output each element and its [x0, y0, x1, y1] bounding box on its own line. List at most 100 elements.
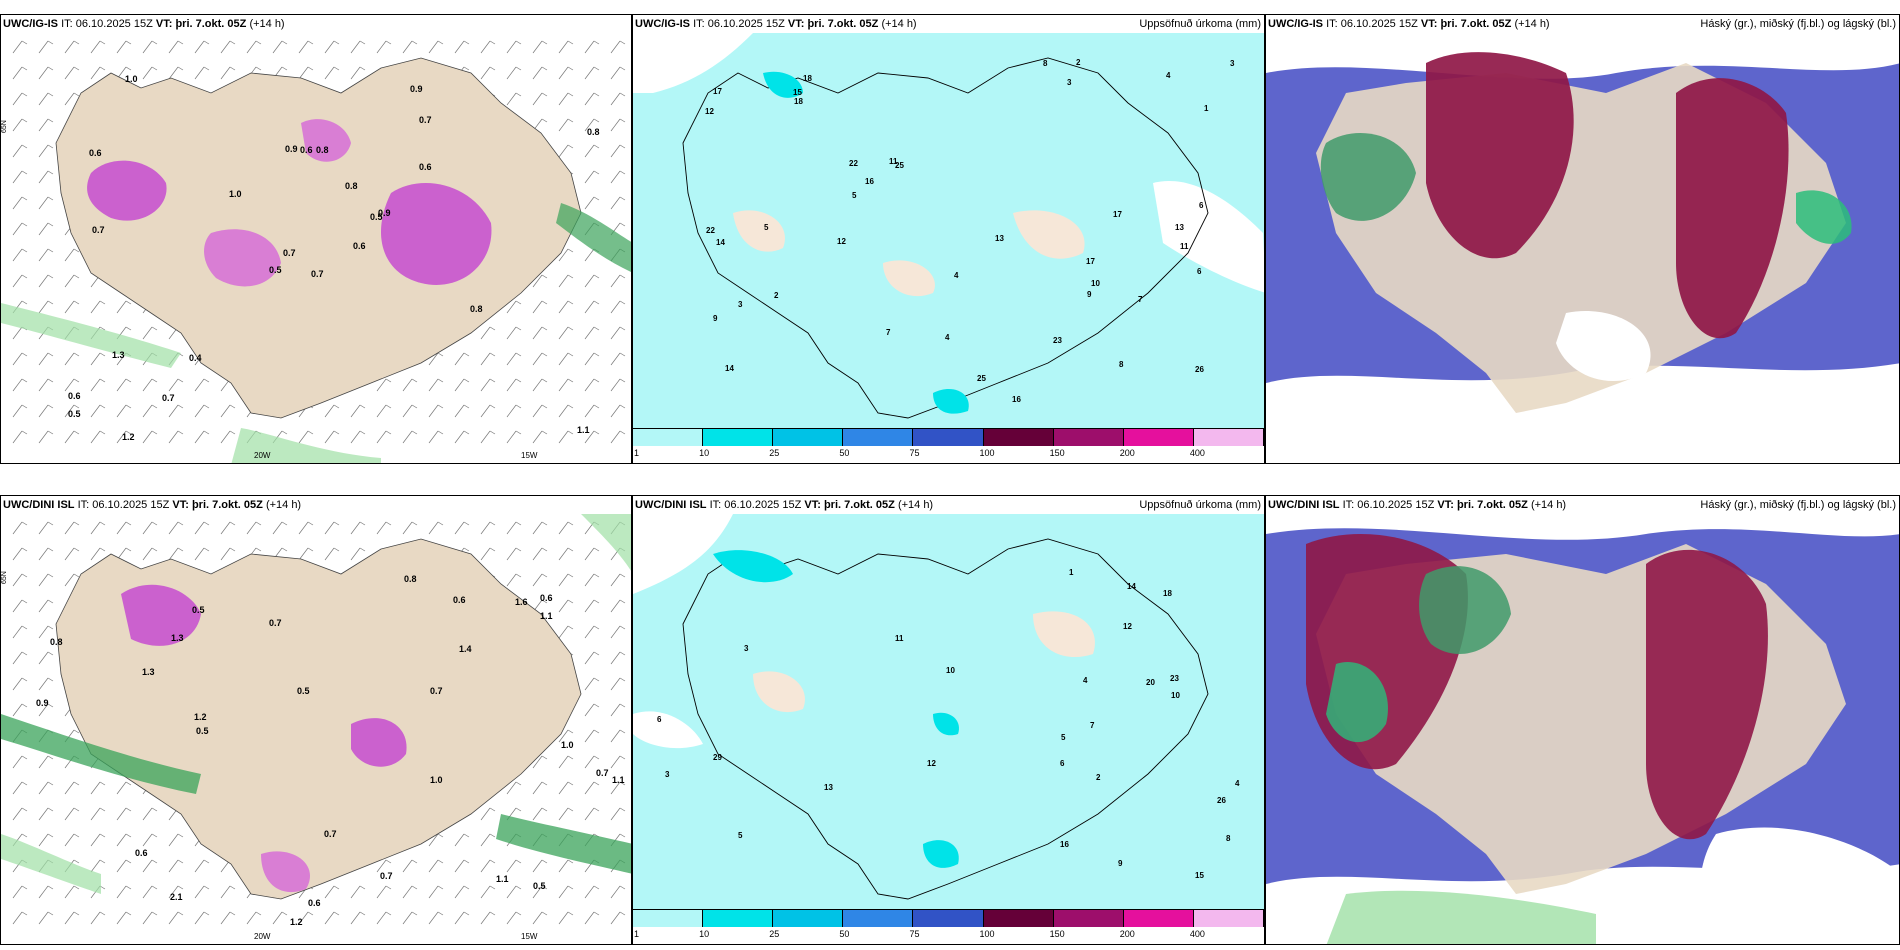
wind-barb	[610, 300, 621, 314]
wind-barb-flag	[411, 378, 418, 383]
wind-barb	[532, 352, 543, 366]
colorbar-swatch	[1053, 910, 1124, 927]
wind-barb	[584, 40, 595, 54]
wind-barb-flag	[177, 404, 184, 409]
wind-barb	[610, 677, 621, 691]
wind-barb-flag	[73, 859, 80, 864]
wind-barb-flag	[593, 326, 600, 331]
wind-barb	[324, 885, 335, 899]
wind-barb-flag	[73, 300, 80, 305]
wind-barb-flag	[21, 170, 28, 175]
wind-barb	[194, 521, 205, 535]
wind-barb-flag	[385, 40, 392, 45]
panel-top-left: UWC/IG-IS IT: 06.10.2025 15Z VT: þri. 7.…	[0, 14, 632, 464]
wind-barb-flag	[73, 92, 80, 97]
wind-barb-flag	[619, 573, 626, 578]
wind-barb-flag	[281, 430, 288, 435]
wind-barb	[454, 352, 465, 366]
wind-barb-flag	[73, 573, 80, 578]
wind-barb	[506, 378, 517, 392]
colorbar-tick: 200	[1119, 929, 1135, 939]
wind-barb	[558, 729, 569, 743]
wind-barb	[64, 833, 75, 847]
white-gap	[1699, 827, 1899, 944]
wind-barb-flag	[151, 807, 158, 812]
wind-barb	[324, 40, 335, 54]
wind-barb	[558, 755, 569, 769]
value-label: 12	[927, 759, 936, 768]
wind-barb	[584, 430, 595, 444]
wind-barb	[428, 521, 439, 535]
wind-barb-flag	[359, 885, 366, 890]
wind-barb-flag	[281, 911, 288, 916]
wind-barb	[506, 521, 517, 535]
wind-barb	[12, 170, 23, 184]
colorbar-swatch	[1193, 910, 1264, 927]
wind-barb-flag	[567, 274, 574, 279]
wind-barb-flag	[385, 521, 392, 526]
wind-barb	[246, 40, 257, 54]
wind-barb	[506, 40, 517, 54]
value-label: 23	[1053, 336, 1062, 345]
wind-barb	[12, 326, 23, 340]
wind-barb-flag	[333, 404, 340, 409]
wind-barb	[38, 300, 49, 314]
value-label: 17	[1113, 210, 1122, 219]
colorbar-tick: 200	[1119, 448, 1135, 458]
wind-barb-flag	[177, 911, 184, 916]
wind-barb-flag	[21, 599, 28, 604]
wind-barb-flag	[333, 911, 340, 916]
wind-barb-flag	[73, 274, 80, 279]
wind-barb	[64, 885, 75, 899]
wind-barb	[610, 404, 621, 418]
wind-barb-flag	[151, 326, 158, 331]
colorbar-tick: 10	[699, 929, 710, 939]
value-label: 5	[1061, 733, 1066, 742]
wind-barb-flag	[125, 404, 132, 409]
value-label: 8	[1043, 59, 1048, 68]
value-label: 1	[1204, 104, 1209, 113]
wind-barb-flag	[73, 833, 80, 838]
wind-barb-flag	[177, 833, 184, 838]
wind-barb-flag	[385, 404, 392, 409]
wind-barb	[584, 144, 595, 158]
wind-barb-flag	[151, 66, 158, 71]
colorbar-swatch	[633, 910, 704, 927]
value-label: 20	[1146, 678, 1155, 687]
wind-barb	[584, 352, 595, 366]
panel-top-middle: UWC/IG-IS IT: 06.10.2025 15Z VT: þri. 7.…	[632, 14, 1265, 464]
wind-barb-flag	[437, 430, 444, 435]
wind-barb-flag	[99, 40, 106, 45]
wind-barb	[298, 547, 309, 561]
value-labels: 0.8 1.30.70.61.61.21.00.50.61.10.70.51.40…	[36, 574, 625, 927]
wind-barb	[506, 781, 517, 795]
wind-barb	[142, 833, 153, 847]
wind-barb-flag	[541, 521, 548, 526]
wind-barb-flag	[541, 326, 548, 331]
value-label: 7	[1090, 721, 1095, 730]
wind-barb-flag	[619, 352, 626, 357]
wind-barb-flag	[47, 66, 54, 71]
value-label: 0.5	[533, 881, 546, 891]
value-label: 0.5	[192, 605, 205, 615]
wind-barb-flag	[515, 300, 522, 305]
wind-barb-flag	[151, 833, 158, 838]
wind-barb	[12, 807, 23, 821]
wind-barb	[64, 92, 75, 106]
wind-barb-flag	[567, 599, 574, 604]
wind-barb	[116, 885, 127, 899]
wind-barb	[610, 144, 621, 158]
wind-barb	[584, 92, 595, 106]
wind-barb	[506, 66, 517, 80]
wind-barb	[168, 547, 179, 561]
wind-barb	[610, 352, 621, 366]
value-label: 10	[946, 666, 955, 675]
wind-barb-flag	[281, 40, 288, 45]
cyan-patch-2	[933, 389, 969, 414]
wind-barb-flag	[567, 144, 574, 149]
dry-area-2	[633, 33, 753, 93]
wind-barb	[584, 781, 595, 795]
wind-barb-flag	[463, 40, 470, 45]
wind-barb	[532, 859, 543, 873]
beige-patch-2	[753, 671, 805, 713]
